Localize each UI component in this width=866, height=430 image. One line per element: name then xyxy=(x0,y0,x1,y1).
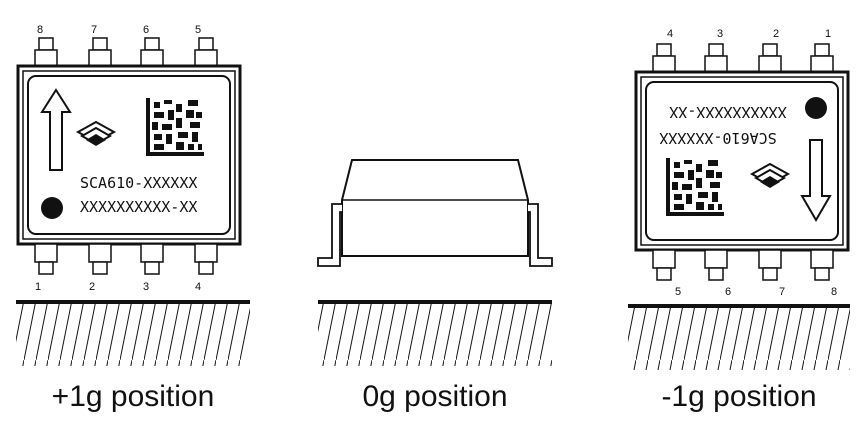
ground-line xyxy=(628,304,850,308)
pin1-dot xyxy=(805,97,827,119)
pin-number: 3 xyxy=(717,28,723,40)
caption-plus1g: +1g position xyxy=(51,380,215,413)
pin-number: 5 xyxy=(195,24,201,36)
pins-top xyxy=(652,43,834,75)
pin-number: 7 xyxy=(779,286,785,298)
pin-number: 4 xyxy=(667,28,673,40)
ground-hatch xyxy=(318,304,552,366)
pin-number: 7 xyxy=(91,24,97,36)
arrow-up-icon xyxy=(40,88,72,171)
pin-number: 3 xyxy=(143,281,149,293)
pin-number: 6 xyxy=(143,24,149,36)
marking-line-1: SCA610-XXXXXX xyxy=(659,129,776,147)
pin-number: 4 xyxy=(195,281,201,293)
pin1-dot xyxy=(41,197,63,219)
ground-line xyxy=(16,300,250,304)
pin-number: 6 xyxy=(725,286,731,298)
panel-plus1g: 8 7 6 5 SCA610-XXXXXX XXXXXXXXXX-XX 1 2 … xyxy=(16,24,250,366)
ground-hatch xyxy=(16,304,250,366)
pin-number: 8 xyxy=(831,286,837,298)
lead-right xyxy=(528,203,553,267)
datamatrix-code xyxy=(146,98,204,156)
marking-line-2: XXXXXXXXXX-XX xyxy=(80,198,197,216)
panel-zerog xyxy=(317,159,553,366)
pin-number: 1 xyxy=(825,28,831,40)
pin-number: 8 xyxy=(37,24,43,36)
ground-hatch xyxy=(628,308,850,370)
ground-line xyxy=(318,300,552,304)
arrow-down-icon xyxy=(800,139,832,222)
pin-number: 1 xyxy=(35,281,41,293)
caption-zerog: 0g position xyxy=(362,380,508,413)
lead-left xyxy=(317,203,342,267)
pins-bottom xyxy=(652,249,834,281)
pin-number: 5 xyxy=(675,286,681,298)
datamatrix-code xyxy=(666,158,724,216)
marking-line-1: SCA610-XXXXXX xyxy=(80,174,197,192)
marking-line-2: XXXXXXXXXX-XX xyxy=(669,103,786,121)
pins-top xyxy=(34,37,218,69)
chip-side-view xyxy=(341,159,529,257)
pin-number: 2 xyxy=(773,28,779,40)
caption-minus1g: -1g position xyxy=(661,380,817,413)
pins-bottom xyxy=(34,243,218,275)
panel-minus1g: 4 3 2 1 XXXXXXXXXX-XX SCA610-XXXXXX 5 6 … xyxy=(628,28,850,370)
pin-number: 2 xyxy=(89,281,95,293)
